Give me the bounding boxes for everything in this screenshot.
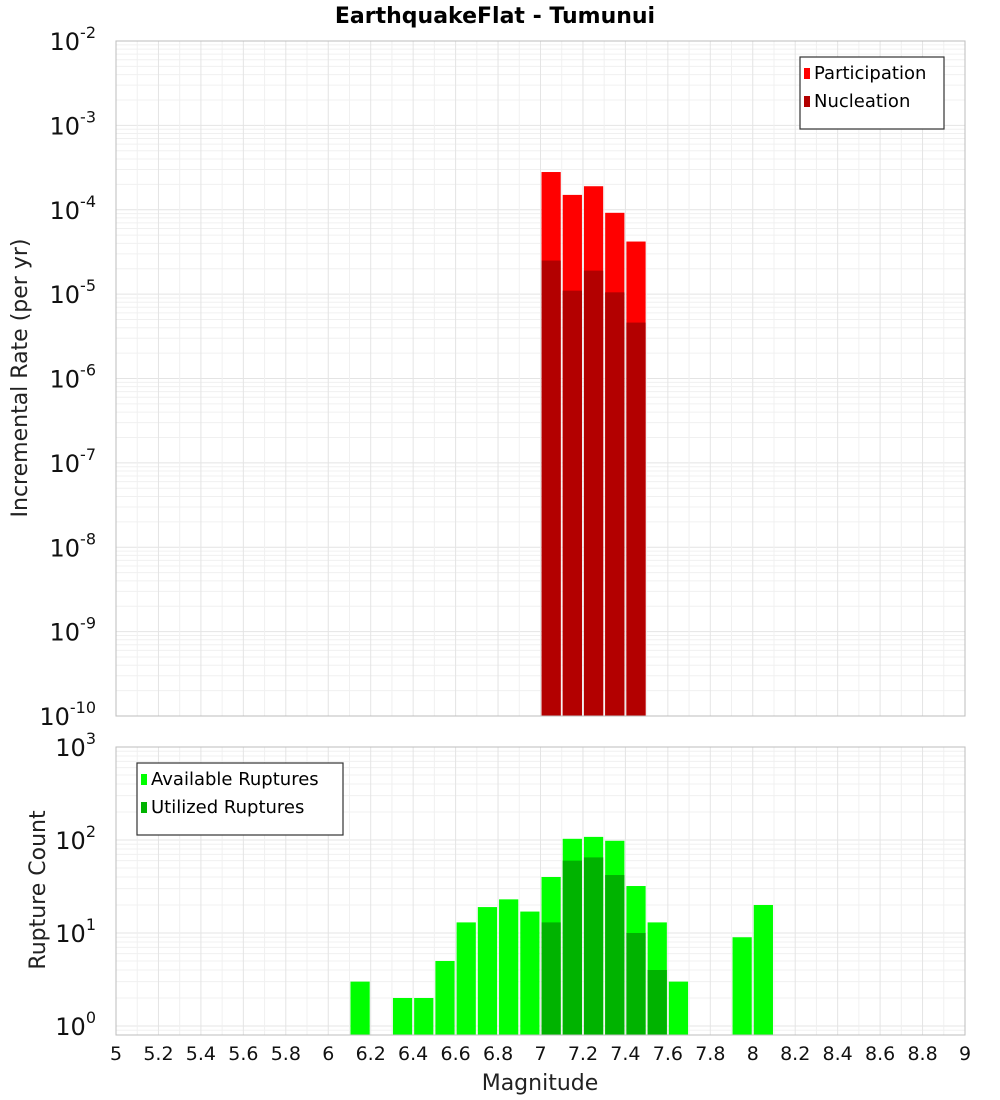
- x-tick-label: 8.6: [865, 1043, 895, 1065]
- x-tick-label: 7.4: [610, 1043, 640, 1065]
- legend-swatch: [804, 96, 810, 107]
- x-tick-label: 5.2: [143, 1043, 173, 1065]
- y-tick-label: 10-9: [50, 614, 97, 647]
- bar: [350, 981, 370, 1035]
- y-tick-label: 10-8: [50, 529, 97, 562]
- panel-0-grid: [115, 40, 966, 717]
- x-tick-label: 6.2: [356, 1043, 386, 1065]
- x-tick-label: 9: [959, 1043, 971, 1065]
- bar: [499, 899, 519, 1035]
- legend-box: [799, 56, 945, 130]
- legend-swatch: [141, 802, 147, 813]
- bar: [626, 932, 646, 1035]
- legend-entry: Available Ruptures: [151, 769, 319, 790]
- bar: [753, 904, 773, 1035]
- panel-0: 10-10 10-9 10-8 10-7 10-6 10-5 10-4 10-3 10-2 Par…: [39, 23, 966, 731]
- legend-swatch: [804, 68, 810, 79]
- bar: [477, 907, 498, 1035]
- bar: [583, 270, 604, 716]
- bottom-y-axis-label: Rupture Count: [26, 810, 51, 970]
- x-tick-label: 8.8: [907, 1043, 937, 1065]
- x-tick-label: 7.6: [653, 1043, 683, 1065]
- panel-1-grid: [115, 746, 966, 1036]
- x-tick-label: 7: [534, 1043, 546, 1065]
- series-utilized-ruptures: [541, 857, 667, 1035]
- bar: [541, 260, 561, 716]
- legend-entry: Utilized Ruptures: [151, 797, 304, 818]
- bar: [732, 937, 752, 1035]
- legend-box: [136, 762, 344, 836]
- legend-entry: Participation: [814, 63, 926, 84]
- legend-entry: Nucleation: [814, 91, 910, 112]
- bar: [456, 922, 476, 1035]
- bar: [392, 997, 413, 1035]
- y-tick-label: 10-10: [39, 698, 96, 731]
- bar: [541, 922, 561, 1035]
- y-tick-label: 10-7: [50, 445, 97, 478]
- x-tick-label: 6.6: [440, 1043, 470, 1065]
- y-tick-label: 10-2: [50, 23, 97, 56]
- plot-frame: [115, 40, 966, 717]
- legend-0: Participation Nucleation: [799, 56, 945, 130]
- chart-title: EarthquakeFlat - Tumunui: [335, 4, 655, 29]
- x-tick-label: 5.8: [271, 1043, 301, 1065]
- y-tick-label: 103: [55, 729, 96, 762]
- x-tick-label: 5: [110, 1043, 122, 1065]
- top-y-axis-label: Incremental Rate (per yr): [8, 239, 33, 518]
- x-tick-label: 5.4: [186, 1043, 216, 1065]
- y-tick-label: 10-4: [50, 192, 97, 225]
- y-tick-label: 101: [55, 915, 96, 948]
- legend-swatch: [141, 774, 147, 785]
- y-tick-label: 100: [55, 1008, 96, 1041]
- x-axis-label: Magnitude: [482, 1071, 599, 1096]
- y-tick-label: 102: [55, 822, 96, 855]
- x-tick-label: 5.6: [228, 1043, 258, 1065]
- plot-frame: [115, 746, 966, 1036]
- bar: [414, 997, 434, 1035]
- x-tick-label: 7.8: [695, 1043, 725, 1065]
- x-tick-label: 8.2: [780, 1043, 810, 1065]
- bar: [605, 292, 625, 716]
- x-tick-label: 6.4: [398, 1043, 428, 1065]
- x-tick-label: 6.8: [483, 1043, 513, 1065]
- bar: [562, 290, 582, 716]
- bar: [435, 960, 455, 1035]
- x-tick-label: 7.2: [568, 1043, 598, 1065]
- bar: [583, 857, 604, 1035]
- y-tick-label: 10-3: [50, 107, 97, 140]
- y-tick-label: 10-6: [50, 361, 97, 394]
- bar: [520, 911, 540, 1035]
- bar: [605, 875, 625, 1035]
- x-tick-label: 8.4: [823, 1043, 853, 1065]
- bar: [562, 860, 582, 1035]
- series-nucleation: [541, 260, 646, 716]
- x-tick-label: 6: [322, 1043, 334, 1065]
- legend-1: Available Ruptures Utilized Ruptures: [136, 762, 344, 836]
- x-tick-label: 8: [747, 1043, 759, 1065]
- y-tick-label: 10-5: [50, 276, 97, 309]
- bar: [647, 969, 667, 1035]
- bar: [626, 322, 646, 716]
- bar: [668, 981, 689, 1035]
